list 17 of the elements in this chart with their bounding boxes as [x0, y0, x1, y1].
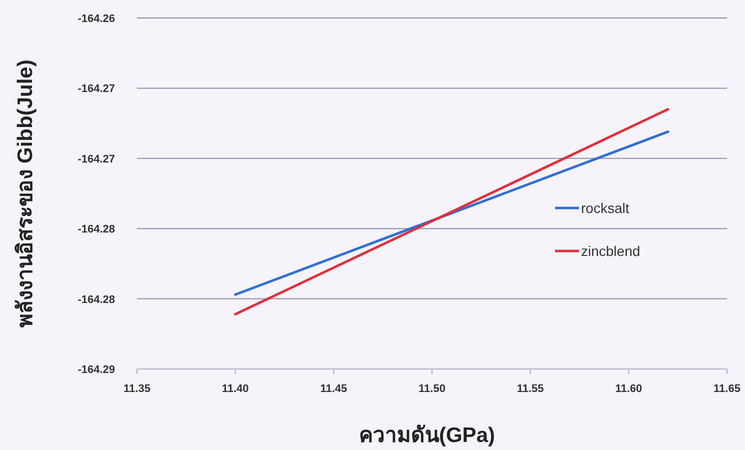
x-tick-label: 11.40	[222, 383, 249, 395]
x-axis-title: ความดัน(GPa)	[358, 424, 496, 447]
y-tick-label: -164.26	[78, 13, 115, 25]
y-tick-label: -164.27	[78, 153, 115, 166]
y-axis-title: พลังงานอิสระของ Gibb(Jule)	[14, 60, 37, 328]
x-tick-label: 11.50	[418, 383, 446, 395]
y-tick-label: -164.28	[78, 294, 115, 306]
legend-label: rocksalt	[581, 200, 630, 216]
legend-label: zincblend	[581, 243, 640, 259]
y-tick-label: -164.28	[78, 224, 115, 236]
x-tick-label: 11.45	[320, 383, 348, 395]
x-tick-label: 11.55	[516, 383, 544, 395]
x-tick-label: 11.60	[615, 383, 642, 395]
x-tick-label: 11.35	[124, 383, 150, 395]
y-tick-label: -164.27	[78, 83, 115, 96]
y-tick-label: -164.29	[78, 364, 115, 376]
x-tick-label: 11.65	[714, 383, 740, 395]
